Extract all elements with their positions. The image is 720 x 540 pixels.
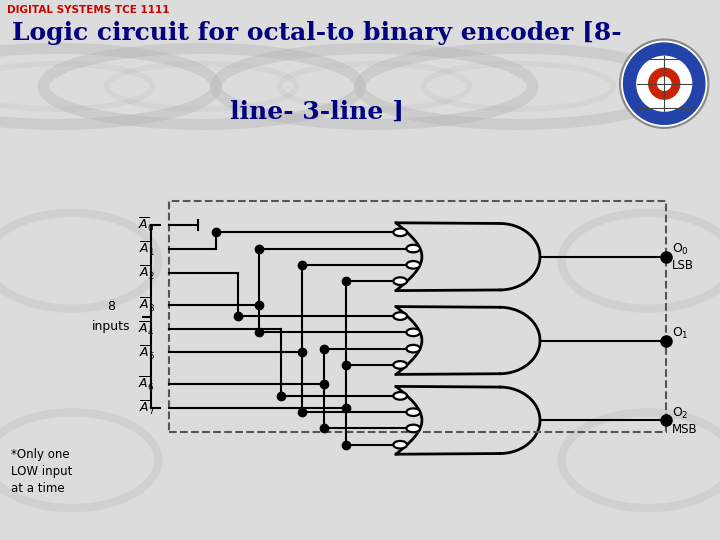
Circle shape: [393, 228, 407, 236]
Text: $\overline{A}_2$: $\overline{A}_2$: [139, 264, 155, 282]
Circle shape: [406, 345, 420, 353]
Text: Logic circuit for octal-to binary encoder [8-: Logic circuit for octal-to binary encode…: [12, 21, 621, 45]
Circle shape: [624, 43, 705, 124]
Circle shape: [393, 312, 407, 320]
Text: inputs: inputs: [92, 320, 131, 333]
Circle shape: [406, 328, 420, 336]
Text: O$_0$: O$_0$: [672, 242, 689, 257]
Text: $\overline{A}_1$: $\overline{A}_1$: [139, 240, 155, 258]
Bar: [169, 201, 666, 432]
Circle shape: [393, 278, 407, 285]
Text: *Only one
LOW input
at a time: *Only one LOW input at a time: [11, 448, 72, 495]
Text: O$_2$: O$_2$: [672, 406, 688, 421]
Text: $\overline{A}_5$: $\overline{A}_5$: [139, 343, 155, 362]
Circle shape: [406, 245, 420, 252]
Circle shape: [636, 56, 692, 111]
Text: O$_1$: O$_1$: [672, 326, 688, 341]
Circle shape: [393, 441, 407, 449]
Circle shape: [393, 361, 407, 369]
Circle shape: [649, 68, 680, 99]
Circle shape: [620, 39, 708, 128]
Text: line- 3-line ]: line- 3-line ]: [230, 100, 404, 124]
Text: 8: 8: [107, 300, 116, 313]
Text: $\overline{A}_4$: $\overline{A}_4$: [138, 320, 155, 338]
Text: $\overline{A}_0$: $\overline{A}_0$: [138, 215, 155, 234]
Circle shape: [406, 424, 420, 432]
Text: LSB: LSB: [672, 259, 694, 272]
Text: DIGITAL SYSTEMS TCE 1111: DIGITAL SYSTEMS TCE 1111: [7, 5, 170, 15]
Text: $\overline{A}_3$: $\overline{A}_3$: [138, 295, 155, 314]
Circle shape: [406, 261, 420, 268]
Text: MSB: MSB: [672, 423, 698, 436]
Text: $\overline{A}_6$: $\overline{A}_6$: [138, 375, 155, 394]
Text: $\overline{A}_7$: $\overline{A}_7$: [138, 399, 155, 417]
Circle shape: [657, 77, 671, 90]
Circle shape: [393, 392, 407, 400]
Circle shape: [406, 408, 420, 416]
